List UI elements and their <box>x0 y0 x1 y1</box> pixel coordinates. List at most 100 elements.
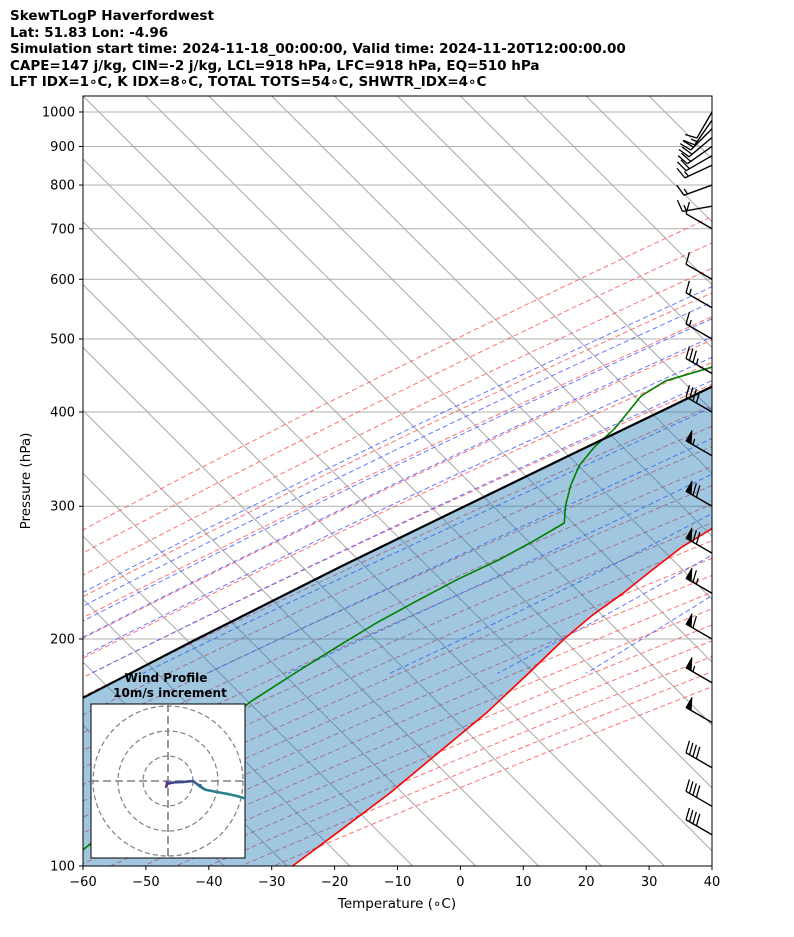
wind-barb <box>685 201 713 230</box>
barb-feather <box>676 199 684 212</box>
index-line: LFT IDX=1∘C, K IDX=8∘C, TOTAL TOTS=54∘C,… <box>10 74 487 90</box>
isotherm-line <box>83 472 476 866</box>
hodograph-trace-segment <box>235 794 245 800</box>
y-tick-label: 900 <box>50 140 75 155</box>
x-tick-label: 30 <box>641 875 658 890</box>
x-tick-label: −50 <box>132 875 159 890</box>
wind-barb <box>685 252 713 280</box>
time-line: Simulation start time: 2024-11-18_00:00:… <box>10 41 626 57</box>
isotherm-line <box>83 535 414 866</box>
dry-adiabat-line <box>83 484 712 769</box>
hodograph-subtitle: 10m/s increment <box>113 686 227 700</box>
barb-half-feather <box>692 438 696 445</box>
barb-feather <box>685 280 691 293</box>
barb-feather <box>695 813 701 826</box>
x-tick-label: −10 <box>384 875 411 890</box>
barb-feather <box>685 311 691 325</box>
barb-feather <box>685 384 691 398</box>
x-axis-label: Temperature (∘C) <box>337 896 456 912</box>
barb-staff <box>683 184 713 196</box>
y-tick-label: 600 <box>50 273 75 288</box>
wind-barb <box>676 164 713 179</box>
isotherm-line <box>145 96 712 663</box>
barb-half-feather <box>688 288 692 295</box>
temperature-line <box>292 527 712 866</box>
chart-header: SkewTLogP Haverfordwest Lat: 51.83 Lon: … <box>10 8 790 91</box>
y-tick-label: 700 <box>50 222 75 237</box>
isotherm-line <box>522 96 712 286</box>
wind-barb <box>685 384 713 413</box>
wind-barb <box>685 807 713 836</box>
barb-staff <box>685 357 713 375</box>
wind-barb <box>679 128 713 151</box>
isotherm-line <box>334 96 712 475</box>
dry-adiabat-line <box>83 361 712 659</box>
barb-half-feather <box>695 358 699 365</box>
wind-barb <box>685 740 713 769</box>
barb-feather <box>692 811 697 824</box>
barb-feather <box>684 133 698 139</box>
wind-barb <box>678 136 713 158</box>
x-tick-label: −60 <box>69 875 96 890</box>
barb-feather <box>688 742 694 755</box>
barb-staff <box>685 396 713 413</box>
barb-flag <box>685 657 693 672</box>
hodograph-inset: Wind Profile 10m/s increment <box>90 671 246 859</box>
x-tick-label: 10 <box>515 875 532 890</box>
barb-feather <box>695 485 701 498</box>
barb-staff <box>685 790 713 807</box>
dry-adiabat-line <box>83 445 712 734</box>
barb-feather <box>685 807 691 820</box>
barb-feather <box>685 740 691 753</box>
barb-feather <box>685 252 691 265</box>
wind-barb <box>684 111 713 139</box>
barb-feather <box>676 167 686 179</box>
barb-half-feather <box>684 170 689 177</box>
wind-barb <box>685 311 713 340</box>
barb-feather <box>679 143 692 151</box>
barb-feather <box>682 140 694 148</box>
moist-adiabat-line <box>288 473 712 674</box>
chart-grid <box>83 96 712 866</box>
isotherm-line <box>711 96 712 97</box>
y-tick-label: 200 <box>50 633 75 648</box>
x-tick-label: −40 <box>195 875 222 890</box>
wind-barb <box>676 184 713 196</box>
isotherm-line <box>83 158 712 789</box>
barb-half-feather <box>692 665 696 672</box>
barb-feather <box>688 348 694 361</box>
y-tick-label: 1000 <box>42 105 75 120</box>
barb-staff <box>687 145 713 165</box>
location-line: Lat: 51.83 Lon: -4.96 <box>10 24 169 41</box>
hodograph-trace-segment <box>226 792 239 798</box>
barb-feather <box>692 744 697 757</box>
y-axis-label: Pressure (hPa) <box>18 433 34 530</box>
dry-adiabat-line <box>83 522 712 802</box>
barb-feather <box>685 346 691 359</box>
barb-flag <box>685 527 693 542</box>
wind-barb <box>685 696 713 724</box>
barb-feather <box>677 155 688 165</box>
wind-barb <box>685 613 713 640</box>
barb-feather <box>685 779 691 792</box>
wind-barb <box>685 567 713 594</box>
wind-barb <box>685 779 713 807</box>
barb-half-feather <box>695 578 699 585</box>
barb-staff <box>694 119 713 146</box>
stability-line: CAPE=147 j/kg, CIN=-2 j/kg, LCL=918 hPa,… <box>10 57 540 74</box>
isotherm-line <box>83 283 665 866</box>
wind-barb <box>683 119 713 146</box>
barb-flag <box>685 567 693 582</box>
barb-feather <box>692 388 697 402</box>
barb-half-feather <box>683 188 689 195</box>
barb-feather <box>676 184 685 196</box>
isotherm-line <box>460 96 712 349</box>
wind-barb <box>685 346 713 375</box>
wind-barb <box>685 480 713 507</box>
moist-adiabat-line <box>83 336 712 638</box>
x-tick-label: −20 <box>321 875 348 890</box>
barb-feather <box>695 532 701 545</box>
dry-adiabat-line <box>83 540 712 818</box>
hodograph-trace-segment <box>171 780 185 784</box>
